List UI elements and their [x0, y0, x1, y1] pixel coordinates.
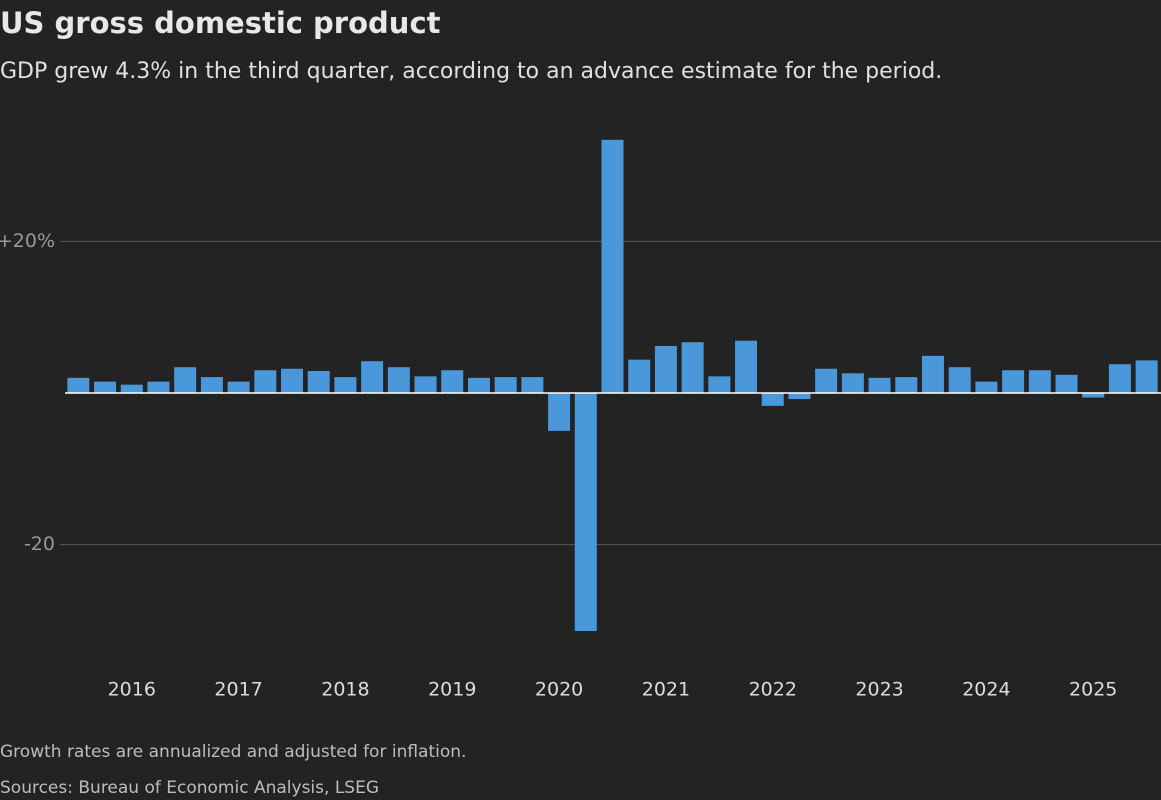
bar	[548, 393, 571, 431]
bar	[387, 367, 410, 393]
bar	[94, 381, 117, 393]
bar	[334, 377, 357, 393]
x-tick-label: 2016	[108, 679, 156, 701]
bar	[521, 377, 544, 393]
bar	[494, 377, 517, 393]
bar	[815, 368, 838, 393]
bar	[841, 373, 864, 393]
bar	[735, 340, 758, 393]
bar	[307, 371, 330, 393]
bar	[708, 376, 731, 393]
x-tick-label: 2024	[962, 679, 1010, 701]
x-tick-label: 2022	[749, 679, 797, 701]
x-tick-label: 2023	[855, 679, 903, 701]
bar	[254, 370, 277, 393]
bar	[414, 376, 437, 393]
y-tick-label: +20%	[0, 230, 55, 252]
chart-subtitle: GDP grew 4.3% in the third quarter, acco…	[0, 59, 942, 84]
bar	[227, 381, 250, 393]
bar	[628, 359, 651, 393]
y-tick-label: -20	[24, 533, 55, 555]
x-tick-label: 2019	[428, 679, 476, 701]
x-tick-label: 2017	[214, 679, 262, 701]
chart-title: US gross domestic product	[0, 6, 441, 40]
bar	[174, 367, 197, 393]
bar	[948, 367, 971, 393]
bar	[467, 377, 490, 393]
bar	[361, 361, 384, 393]
bar	[574, 393, 597, 632]
bar	[1135, 360, 1158, 393]
bar	[1108, 364, 1131, 393]
bar	[921, 355, 944, 393]
bar	[281, 368, 304, 393]
bar	[975, 381, 998, 393]
bar	[1028, 370, 1051, 393]
bar	[788, 393, 811, 400]
x-tick-label: 2021	[642, 679, 690, 701]
x-tick-label: 2025	[1069, 679, 1117, 701]
source: Sources: Bureau of Economic Analysis, LS…	[0, 778, 379, 798]
bar	[1002, 370, 1025, 393]
x-tick-label: 2018	[321, 679, 369, 701]
bar	[441, 370, 464, 393]
note: Growth rates are annualized and adjusted…	[0, 742, 466, 762]
bar	[200, 377, 223, 393]
bar	[654, 346, 677, 393]
bar	[147, 381, 170, 393]
bar	[1082, 393, 1105, 398]
bar	[895, 377, 918, 393]
bar	[601, 139, 624, 393]
bar	[761, 393, 784, 406]
bar	[868, 377, 891, 393]
x-tick-label: 2020	[535, 679, 583, 701]
bar	[681, 342, 704, 393]
bar	[67, 377, 90, 393]
bar	[120, 384, 143, 393]
bar	[1055, 374, 1078, 393]
